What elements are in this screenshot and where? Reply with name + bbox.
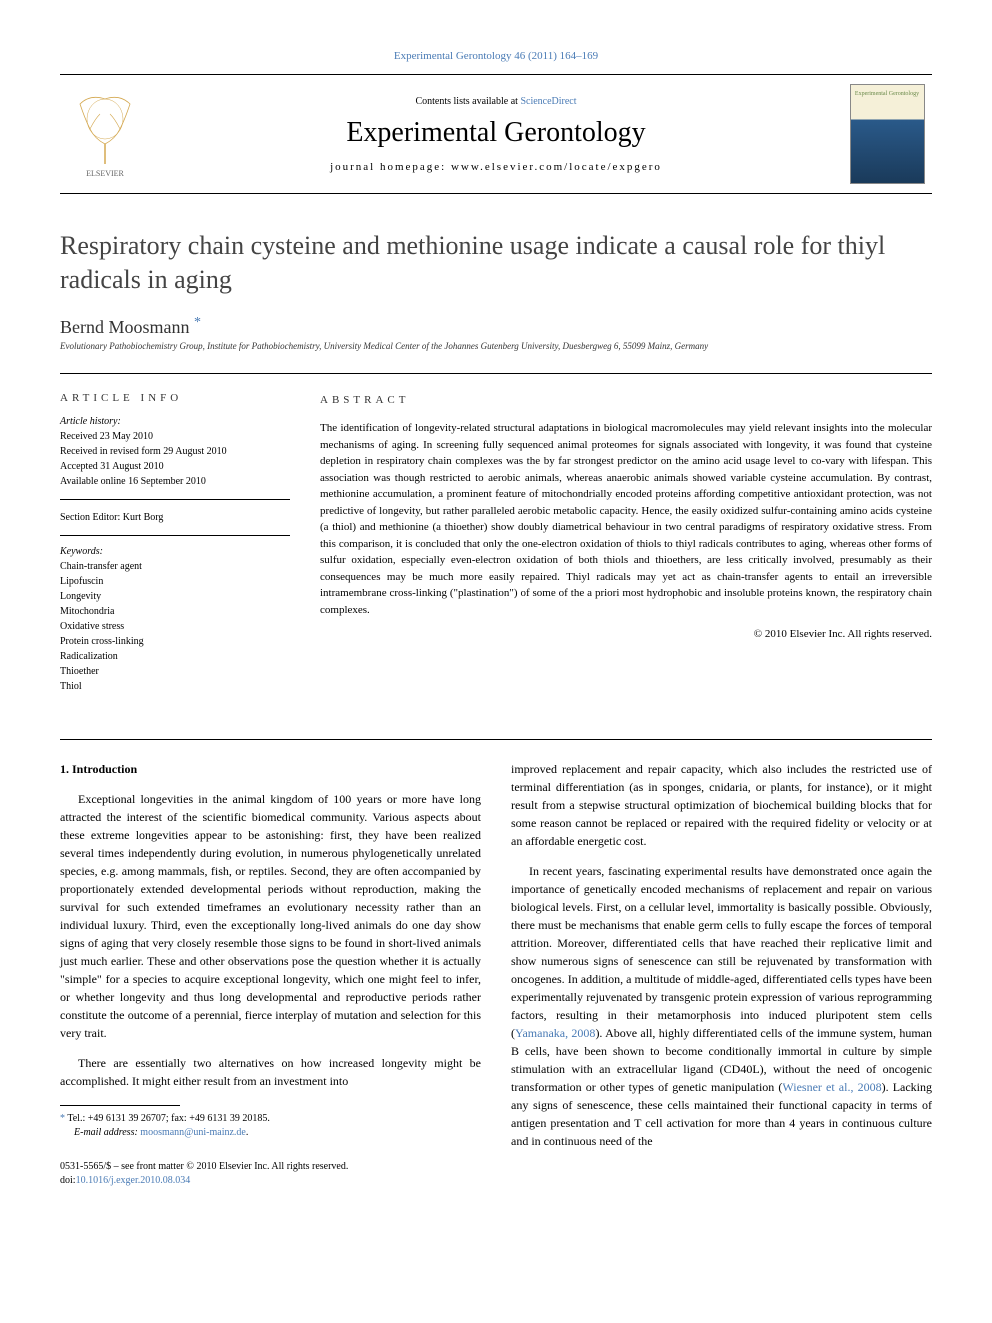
section-divider (60, 739, 932, 740)
abstract-copyright: © 2010 Elsevier Inc. All rights reserved… (320, 626, 932, 643)
body-paragraph: Exceptional longevities in the animal ki… (60, 790, 481, 1042)
section-editor: Section Editor: Kurt Borg (60, 510, 290, 525)
abstract-text: The identification of longevity-related … (320, 420, 932, 618)
footnote-separator (60, 1105, 180, 1106)
journal-header: ELSEVIER Contents lists available at Sci… (60, 74, 932, 194)
abstract-heading: ABSTRACT (320, 392, 932, 409)
history-revised: Received in revised form 29 August 2010 (60, 444, 290, 459)
citation-link[interactable]: Yamanaka, 2008 (515, 1026, 595, 1040)
body-column-left: 1. Introduction Exceptional longevities … (60, 760, 481, 1188)
keyword: Thiol (60, 679, 290, 694)
body-paragraph: improved replacement and repair capacity… (511, 760, 932, 850)
article-history-label: Article history: (60, 416, 290, 427)
journal-citation-link[interactable]: Experimental Gerontology 46 (2011) 164–1… (60, 50, 932, 62)
keyword: Chain-transfer agent (60, 559, 290, 574)
doi-link[interactable]: 10.1016/j.exger.2010.08.034 (76, 1175, 191, 1186)
history-online: Available online 16 September 2010 (60, 474, 290, 489)
citation-link[interactable]: Wiesner et al., 2008 (782, 1080, 881, 1094)
keyword: Mitochondria (60, 604, 290, 619)
keyword: Radicalization (60, 649, 290, 664)
page-footer: 0531-5565/$ – see front matter © 2010 El… (60, 1160, 481, 1188)
body-column-right: improved replacement and repair capacity… (511, 760, 932, 1188)
body-paragraph: There are essentially two alternatives o… (60, 1054, 481, 1090)
corresponding-author-marker[interactable]: * (194, 315, 201, 330)
author-email-link[interactable]: moosmann@uni-mainz.de (140, 1127, 246, 1138)
journal-homepage: journal homepage: www.elsevier.com/locat… (150, 161, 842, 173)
svg-text:ELSEVIER: ELSEVIER (86, 169, 124, 178)
keyword: Thioether (60, 664, 290, 679)
history-accepted: Accepted 31 August 2010 (60, 459, 290, 474)
keyword: Longevity (60, 589, 290, 604)
keyword: Lipofuscin (60, 574, 290, 589)
article-title: Respiratory chain cysteine and methionin… (60, 229, 932, 297)
author-name: Bernd Moosmann * (60, 315, 932, 338)
keyword: Protein cross-linking (60, 634, 290, 649)
contents-list-text: Contents lists available at ScienceDirec… (150, 96, 842, 107)
history-received: Received 23 May 2010 (60, 429, 290, 444)
journal-name: Experimental Gerontology (150, 117, 842, 149)
journal-cover-thumbnail (842, 75, 932, 193)
corresponding-author-footnote: * Tel.: +49 6131 39 26707; fax: +49 6131… (60, 1112, 481, 1140)
article-info-sidebar: ARTICLE INFO Article history: Received 2… (60, 392, 290, 714)
sciencedirect-link[interactable]: ScienceDirect (520, 96, 576, 107)
section-heading-introduction: 1. Introduction (60, 760, 481, 778)
article-info-heading: ARTICLE INFO (60, 392, 290, 404)
body-paragraph: In recent years, fascinating experimenta… (511, 862, 932, 1150)
author-affiliation: Evolutionary Pathobiochemistry Group, In… (60, 341, 932, 351)
keywords-label: Keywords: (60, 546, 290, 557)
keyword: Oxidative stress (60, 619, 290, 634)
elsevier-logo: ELSEVIER (60, 75, 150, 193)
